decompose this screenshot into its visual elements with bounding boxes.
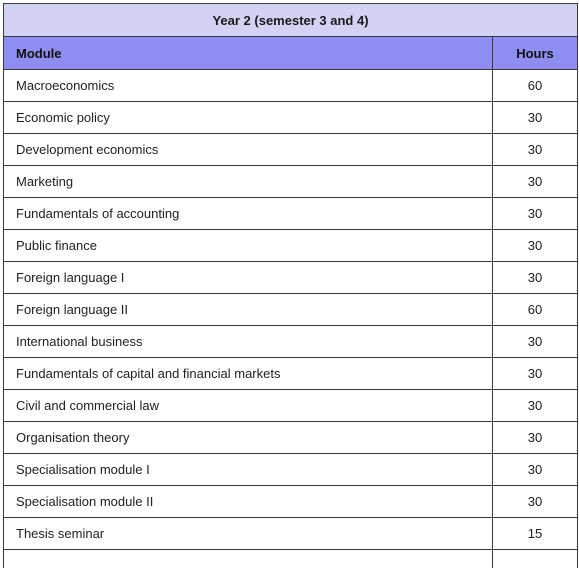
table-row: Specialisation module II 30 [3, 485, 578, 518]
hours-cell: 30 [492, 325, 578, 358]
header-row: Module Hours [3, 36, 578, 70]
module-cell: Public finance [3, 229, 493, 262]
table-row: Foreign language I 30 [3, 261, 578, 294]
hours-cell: 30 [492, 261, 578, 294]
table-row: Foreign language II 60 [3, 293, 578, 326]
module-cell: Foreign language I [3, 261, 493, 294]
table-row-partial [3, 549, 578, 568]
hours-cell: 60 [492, 293, 578, 326]
module-cell: Specialisation module II [3, 485, 493, 518]
module-cell: Foreign language II [3, 293, 493, 326]
column-header-hours: Hours [492, 36, 578, 70]
module-cell: International business [3, 325, 493, 358]
table-row: International business 30 [3, 325, 578, 358]
table-row: Public finance 30 [3, 229, 578, 262]
module-cell-empty [3, 549, 493, 568]
table-row: Development economics 30 [3, 133, 578, 166]
table-row: Economic policy 30 [3, 101, 578, 134]
table-row: Fundamentals of accounting 30 [3, 197, 578, 230]
table-row: Civil and commercial law 30 [3, 389, 578, 422]
module-cell: Thesis seminar [3, 517, 493, 550]
table-row: Macroeconomics 60 [3, 69, 578, 102]
hours-cell: 30 [492, 165, 578, 198]
hours-cell-empty [492, 549, 578, 568]
module-cell: Fundamentals of capital and financial ma… [3, 357, 493, 390]
modules-table: Year 2 (semester 3 and 4) Module Hours M… [3, 3, 578, 568]
hours-cell: 30 [492, 229, 578, 262]
module-cell: Fundamentals of accounting [3, 197, 493, 230]
module-cell: Marketing [3, 165, 493, 198]
hours-cell: 30 [492, 197, 578, 230]
table-row: Organisation theory 30 [3, 421, 578, 454]
hours-cell: 30 [492, 101, 578, 134]
column-header-module: Module [3, 36, 493, 70]
hours-cell: 30 [492, 421, 578, 454]
hours-cell: 30 [492, 389, 578, 422]
table-row: Specialisation module I 30 [3, 453, 578, 486]
table-title: Year 2 (semester 3 and 4) [3, 3, 578, 37]
table-row: Thesis seminar 15 [3, 517, 578, 550]
table-row: Marketing 30 [3, 165, 578, 198]
hours-cell: 30 [492, 357, 578, 390]
module-cell: Development economics [3, 133, 493, 166]
module-cell: Macroeconomics [3, 69, 493, 102]
title-row: Year 2 (semester 3 and 4) [3, 3, 578, 37]
module-cell: Specialisation module I [3, 453, 493, 486]
module-cell: Civil and commercial law [3, 389, 493, 422]
table-body: Macroeconomics 60 Economic policy 30 Dev… [3, 69, 578, 568]
hours-cell: 60 [492, 69, 578, 102]
hours-cell: 30 [492, 133, 578, 166]
module-cell: Organisation theory [3, 421, 493, 454]
module-cell: Economic policy [3, 101, 493, 134]
table-row: Fundamentals of capital and financial ma… [3, 357, 578, 390]
hours-cell: 15 [492, 517, 578, 550]
hours-cell: 30 [492, 453, 578, 486]
hours-cell: 30 [492, 485, 578, 518]
